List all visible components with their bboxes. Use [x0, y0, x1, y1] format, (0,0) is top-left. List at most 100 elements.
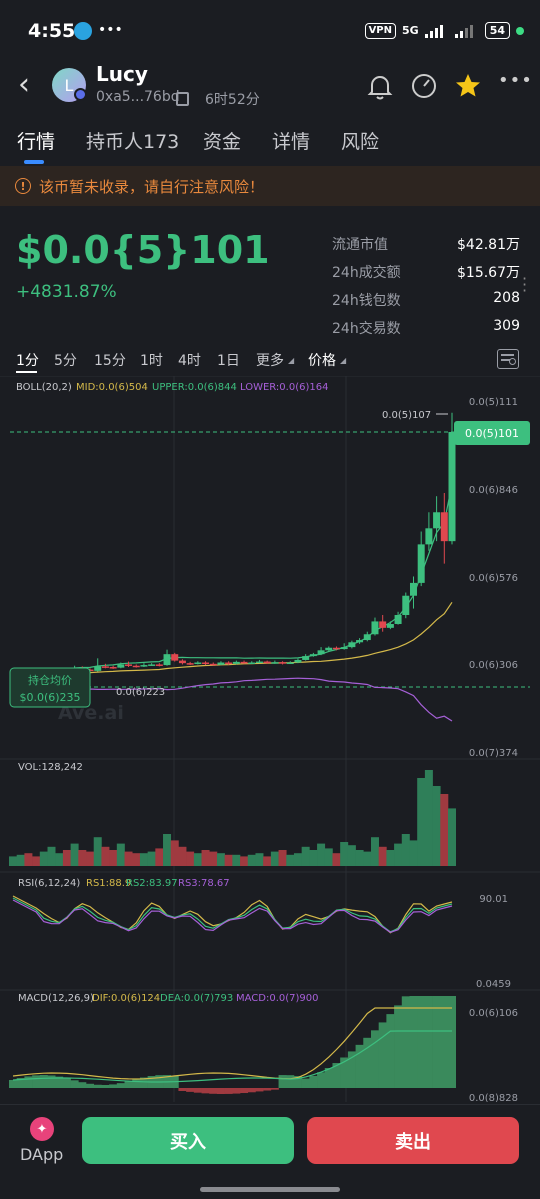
macd-bar — [417, 996, 426, 1088]
macd-area — [9, 996, 456, 1094]
candle — [101, 666, 109, 668]
volume-bar — [55, 853, 64, 866]
tab-risk[interactable]: 风险 — [341, 131, 380, 153]
candle — [194, 662, 202, 665]
stats-more-icon[interactable]: · · · — [522, 269, 528, 300]
interval-1m[interactable]: 1分 — [16, 353, 39, 369]
candle — [317, 650, 325, 655]
stat-label: 流通市值 — [332, 237, 388, 253]
interval-more[interactable]: 更多 — [256, 353, 284, 369]
price-tick: 0.0(7)374 — [469, 748, 518, 759]
interval-1h[interactable]: 1时 — [140, 353, 163, 369]
macd-bar — [201, 1088, 210, 1094]
macd-dif-label: DIF:0.0(6)124 — [92, 993, 160, 1004]
tab-holders[interactable]: 持币人173 — [86, 131, 180, 153]
interval-4h[interactable]: 4时 — [178, 353, 201, 369]
macd-bar — [347, 1051, 356, 1088]
candle — [332, 647, 340, 650]
candle — [394, 615, 402, 624]
copy-icon[interactable] — [176, 92, 189, 106]
buy-button[interactable]: 买入 — [82, 1117, 294, 1164]
macd-dea-line — [12, 1030, 452, 1083]
macd-bar — [293, 1076, 302, 1088]
hold-avg-badge[interactable] — [9, 667, 91, 708]
status-indicators: VPN 5G 54 — [364, 22, 524, 39]
macd-bar — [86, 1083, 95, 1088]
macd-bar — [370, 1030, 379, 1088]
sell-button[interactable]: 卖出 — [307, 1117, 519, 1164]
rsi-bottom-tick: 0.0459 — [476, 979, 511, 990]
warning-text: 该币暂未收录，请自行注意风险！ — [39, 177, 265, 196]
macd-bar — [101, 1084, 110, 1088]
stat-value: 309 — [493, 318, 520, 334]
volume-bar — [386, 850, 395, 866]
stat-label: 24h钱包数 — [332, 293, 401, 309]
macd-bar — [448, 996, 456, 1088]
candle — [286, 662, 294, 665]
hold-avg-value: $0.0(6)235 — [19, 691, 80, 704]
token-name: Lucy — [96, 62, 148, 86]
interval-15m[interactable]: 15分 — [94, 353, 126, 369]
kline-chart[interactable]: BOLL(20,2) MID:0.0(6)504 UPPER:0.0(6)844… — [0, 376, 540, 1102]
privacy-dot-icon — [516, 26, 524, 35]
current-price-tag — [454, 421, 530, 445]
macd-value-label: MACD:0.0(7)900 — [236, 993, 319, 1004]
volume-bar — [301, 846, 310, 866]
more-icon[interactable]: ••• — [498, 70, 533, 91]
macd-bar — [440, 996, 449, 1088]
tab-details[interactable]: 详情 — [272, 131, 311, 153]
candle — [309, 654, 317, 657]
macd-bar — [93, 1084, 102, 1088]
interval-1d[interactable]: 1日 — [217, 353, 240, 369]
volume-bar — [139, 853, 148, 866]
candle — [248, 662, 256, 665]
interval-5m[interactable]: 5分 — [54, 353, 77, 369]
candle — [363, 634, 371, 641]
macd-bottom-tick: 0.0(8)828 — [469, 1093, 518, 1102]
bell-icon[interactable] — [364, 70, 396, 102]
back-arrow-icon[interactable]: ‹ — [18, 67, 30, 102]
min-price-label: 0.0(6)223 — [116, 687, 165, 698]
macd-bar — [24, 1076, 33, 1088]
volume-bar — [401, 834, 410, 866]
dapp-icon[interactable]: ✦ — [30, 1117, 54, 1141]
volume-bar — [24, 853, 33, 866]
candle — [302, 656, 310, 660]
macd-bar — [193, 1088, 202, 1093]
candle — [402, 595, 410, 615]
macd-bar — [240, 1088, 249, 1094]
candle — [163, 654, 171, 666]
dapp-label[interactable]: DApp — [20, 1145, 64, 1164]
signal-2-icon — [454, 24, 473, 38]
token-address[interactable]: 0xa5...76bd — [96, 89, 180, 105]
volume-bar — [9, 856, 17, 866]
macd-bar — [409, 996, 418, 1088]
macd-bar — [270, 1088, 279, 1090]
candle — [440, 512, 448, 542]
price-toggle[interactable]: 价格 — [308, 353, 336, 369]
candle — [356, 640, 364, 643]
macd-bar — [55, 1076, 64, 1088]
macd-bar — [332, 1063, 341, 1088]
candle — [425, 528, 433, 545]
macd-bar — [32, 1075, 41, 1088]
avatar: L — [52, 68, 86, 102]
macd-bar — [386, 1014, 395, 1088]
volume-bar — [363, 851, 372, 866]
macd-bar — [9, 1080, 17, 1088]
volume-bar — [47, 846, 56, 866]
macd-bar — [178, 1088, 187, 1091]
tab-market[interactable]: 行情 — [17, 131, 56, 153]
gauge-icon[interactable] — [408, 70, 440, 102]
volume-bar — [293, 853, 302, 866]
stat-volume: 24h成交额 $15.67万 — [332, 262, 520, 290]
tab-funds[interactable]: 资金 — [203, 131, 242, 153]
volume-bar — [209, 851, 218, 866]
indicator-settings-icon[interactable] — [497, 349, 519, 369]
volume-bar — [440, 794, 449, 866]
volume-bar — [332, 853, 341, 866]
macd-bar — [424, 996, 433, 1088]
star-icon[interactable] — [452, 70, 484, 102]
interval-underline — [16, 371, 37, 373]
candle — [202, 662, 210, 665]
